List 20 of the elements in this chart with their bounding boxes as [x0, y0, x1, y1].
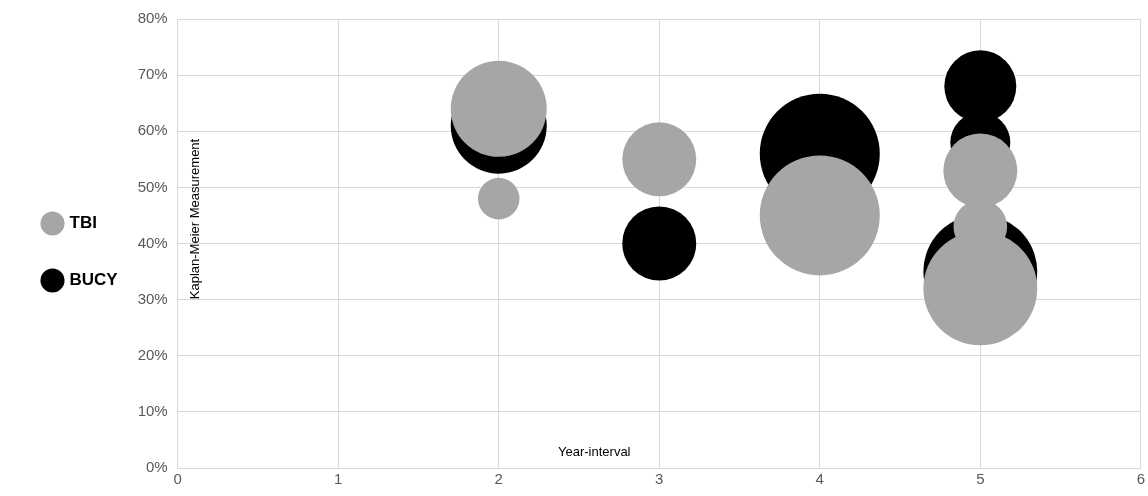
x-axis-title: Year-interval	[558, 443, 631, 459]
y-tick-label: 10%	[137, 402, 168, 420]
y-tick-label: 80%	[137, 9, 168, 27]
x-tick-label: 0	[173, 470, 182, 488]
y-axis-title: Kaplan-Meier Measurement	[187, 138, 203, 300]
x-tick-label: 5	[976, 470, 985, 488]
y-tick-label: 60%	[137, 121, 168, 139]
y-tick-label: 30%	[137, 289, 168, 307]
y-tick-label: 50%	[137, 177, 168, 195]
legend-label: TBI	[69, 213, 97, 233]
y-tick-label: 0%	[146, 458, 168, 476]
x-tick-label: 2	[494, 470, 503, 488]
y-tick-label: 70%	[137, 65, 168, 83]
y-tick-label: 40%	[137, 233, 168, 251]
legend-label: BUCY	[69, 270, 119, 290]
x-tick-label: 4	[815, 470, 824, 488]
x-tick-label: 6	[1136, 470, 1145, 488]
x-tick-label: 3	[655, 470, 664, 488]
y-tick-label: 20%	[137, 345, 168, 363]
x-tick-label: 1	[334, 470, 343, 488]
